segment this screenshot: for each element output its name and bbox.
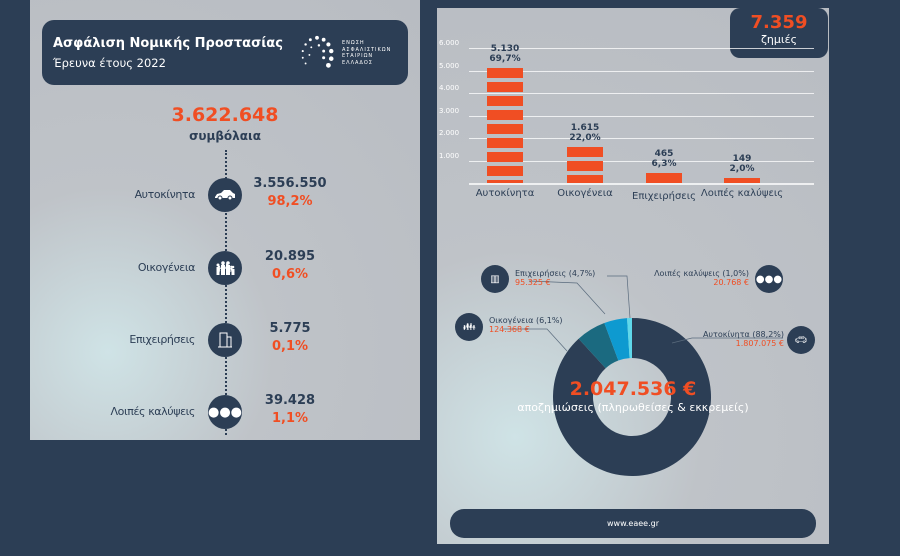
callout-leader-line [528,280,606,315]
website-link[interactable]: www.eaee.gr [450,509,816,538]
bar-1 [567,146,603,183]
bar-percent: 22,0% [569,132,601,143]
car-icon: 🚗︎ [787,326,815,354]
gridline [469,93,814,94]
row-label: Αυτοκίνητα [134,188,196,201]
gridline [469,138,814,139]
row-value: 3.556.550 [253,176,327,191]
bar-percent: 69,7% [489,53,521,64]
x-tick-label: Οικογένεια [557,188,613,199]
compensation-label: αποζημιώσεις (πληρωθείσες & εκκρεμείς) [517,401,749,414]
y-tick-label: 6.000 [439,39,460,47]
row-label: Επιχειρήσεις [129,333,195,346]
header-box: Ασφάλιση Νομικής Προστασίας Έρευνα έτους… [42,20,408,85]
gridline [469,160,814,162]
timeline-divider [225,150,227,435]
callout-amount: 20.768 € [713,278,749,287]
callout-other: Λοιπές καλύψεις (1,0%) 20.768 € [654,269,749,287]
more-icon: ●●● [755,265,783,293]
callout-business: Επιχειρήσεις (4,7%) 95.325 € [515,269,595,287]
building-icon [208,323,242,357]
callout-leader-line [671,337,783,344]
contract-row-business: Επιχειρήσεις 5.775 0,1% [30,321,420,361]
row-value: 5.775 [269,321,311,336]
bar-value: 465 [654,148,674,159]
bar-percent: 6,3% [651,158,677,169]
bar-label: 5.130 69,7% [460,44,550,64]
y-tick-label: 4.000 [439,84,460,92]
gridline [469,115,814,117]
y-tick-label: 5.000 [439,61,460,70]
claims-label: ζημιές [760,33,798,46]
car-icon [208,178,242,212]
donut-slice-3 [627,318,632,359]
row-percent: 1,1% [271,411,309,426]
callout-leader-line [503,328,568,352]
more-icon: ●●● [208,395,242,429]
callout-label: Λοιπές καλύψεις (1,0%) [654,269,749,278]
bar-label: 149 2,0% [697,154,787,174]
callout-leader-line [607,275,631,319]
x-axis [469,183,814,185]
bar-value: 1.615 [570,122,600,133]
bar-label: 1.615 22,0% [540,123,630,143]
donut-slice-2 [604,318,630,361]
family-icon: 👪︎ [455,313,483,341]
bar-2 [646,172,682,183]
x-tick-label: Λοιπές καλύψεις [700,188,784,199]
bar-0 [487,67,523,183]
page-subtitle: Έρευνα έτους 2022 [53,56,166,70]
family-icon: 👪︎ [208,251,242,285]
claims-total: 7.359 [750,12,808,33]
callout-label: Αυτοκίνητα (88,2%) [702,330,784,339]
bar-label: 465 6,3% [619,149,709,169]
y-tick-label: 3.000 [439,106,460,115]
compensation-donut-chart [503,275,783,477]
gridline [469,70,814,72]
contracts-panel: Ασφάλιση Νομικής Προστασίας Έρευνα έτους… [30,0,420,440]
compensation-total: 2.047.536 € [569,378,697,400]
gridline [469,48,814,49]
callout-label: Οικογένεια (6,1%) [489,316,563,325]
callout-family: Οικογένεια (6,1%) 124.368 € [489,316,563,334]
bar-3 [724,178,760,183]
row-percent: 0,1% [271,339,309,354]
callout-label: Επιχειρήσεις (4,7%) [515,269,596,278]
x-tick-label: Επιχειρήσεις [632,191,696,202]
bar-value: 5.130 [490,43,520,54]
y-tick-label: 2.000 [439,129,460,137]
contract-row-family: Οικογένεια 👪︎ 20.895 0,6% [30,249,420,289]
donut-slice-1 [578,323,619,369]
logo-text: ΕΝΩΣΗ ΑΣΦΑΛΙΣΤΙΚΩΝ ΕΤΑΙΡΙΩΝ ΕΛΛΑΔΟΣ [342,40,392,66]
row-value: 20.895 [264,249,316,264]
contracts-label: συμβόλαια [189,129,261,143]
x-tick-label: Αυτοκίνητα [475,188,535,199]
claims-total-badge: 7.359 ζημιές [730,8,828,58]
row-label: Λοιπές καλύψεις [110,405,196,418]
page-title: Ασφάλιση Νομικής Προστασίας [53,36,283,51]
eaee-logo-icon [301,35,334,68]
bar-percent: 2,0% [729,164,755,174]
y-tick-label: 1.000 [439,151,460,160]
claims-panel: 7.359 ζημιές 1.000 2.000 3.000 4.000 5.000 6.… [437,8,829,544]
row-label: Οικογένεια [137,261,196,274]
row-percent: 0,6% [271,267,309,282]
row-value: 39.428 [264,393,316,408]
callout-cars: Αυτοκίνητα (88,2%) 1.807.075 € [703,330,784,348]
row-percent: 98,2% [267,194,313,209]
contract-row-cars: Αυτοκίνητα 3.556.550 98,2% [30,176,420,216]
contracts-total: 3.622.648 [171,104,279,126]
callout-amount: 95.325 € [515,278,551,287]
bar-value: 149 [732,154,752,164]
donut-slice-0 [553,318,711,477]
callout-amount: 1.807.075 € [735,339,784,348]
callout-amount: 124.368 € [489,325,530,334]
building-icon: ▥ [481,265,509,293]
contract-row-other: Λοιπές καλύψεις ●●● 39.428 1,1% [30,393,420,433]
